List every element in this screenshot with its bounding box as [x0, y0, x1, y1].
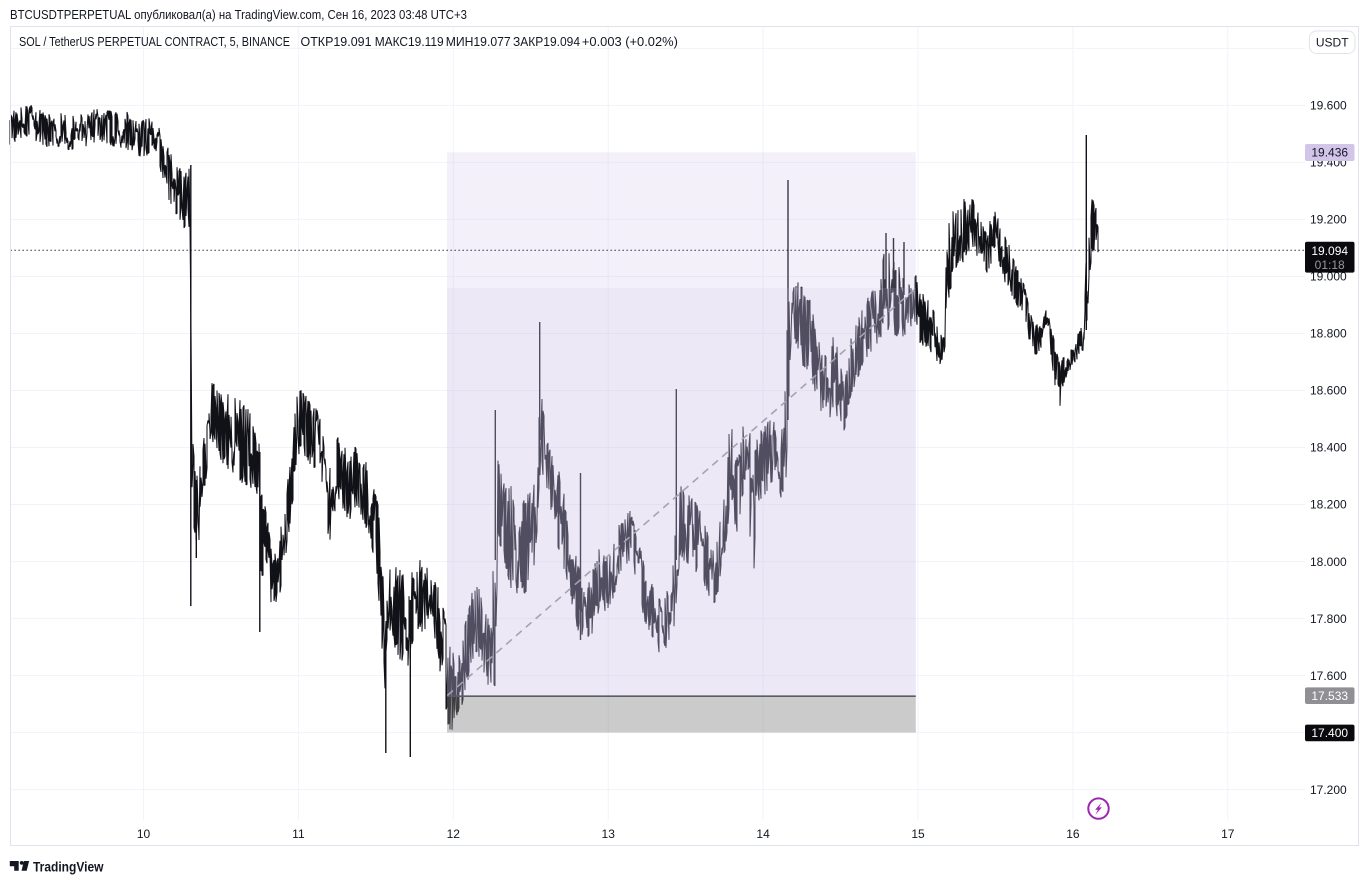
svg-text:17.533: 17.533 — [1311, 689, 1348, 703]
svg-text:11: 11 — [292, 827, 305, 841]
svg-text:18.200: 18.200 — [1310, 498, 1347, 512]
svg-text:SOL / TetherUS PERPETUAL CONTR: SOL / TetherUS PERPETUAL CONTRACT, 5, BI… — [19, 34, 290, 49]
svg-text:МАКС19.119: МАКС19.119 — [375, 34, 444, 49]
svg-text:18.800: 18.800 — [1310, 327, 1347, 341]
svg-text:17.200: 17.200 — [1310, 783, 1347, 797]
svg-text:19.436: 19.436 — [1311, 146, 1348, 160]
svg-text:17.800: 17.800 — [1310, 612, 1347, 626]
svg-text:USDT: USDT — [1316, 36, 1349, 50]
svg-text:17.400: 17.400 — [1311, 726, 1348, 740]
svg-text:19.094: 19.094 — [1311, 244, 1348, 258]
svg-text:19.600: 19.600 — [1310, 99, 1347, 113]
svg-text:18.400: 18.400 — [1310, 441, 1347, 455]
svg-text:18.600: 18.600 — [1310, 384, 1347, 398]
svg-text:TradingView: TradingView — [33, 858, 104, 874]
svg-text:15: 15 — [911, 827, 925, 841]
svg-text:01:18: 01:18 — [1315, 258, 1345, 272]
svg-text:12: 12 — [447, 827, 461, 841]
svg-text:10: 10 — [137, 827, 151, 841]
svg-text:14: 14 — [756, 827, 770, 841]
svg-text:+0.003 (+0.02%): +0.003 (+0.02%) — [582, 34, 678, 49]
svg-text:МИН19.077: МИН19.077 — [446, 34, 511, 49]
svg-text:17: 17 — [1221, 827, 1235, 841]
svg-text:13: 13 — [602, 827, 616, 841]
svg-text:19.200: 19.200 — [1310, 213, 1347, 227]
svg-text:BTCUSDTPERPETUAL опубликовал(а: BTCUSDTPERPETUAL опубликовал(а) на Tradi… — [10, 8, 467, 22]
svg-text:ЗАКР19.094: ЗАКР19.094 — [513, 34, 580, 49]
svg-text:ОТКР19.091: ОТКР19.091 — [301, 34, 372, 49]
svg-text:16: 16 — [1066, 827, 1080, 841]
svg-text:17.600: 17.600 — [1310, 669, 1347, 683]
svg-text:19.000: 19.000 — [1310, 270, 1347, 284]
svg-text:18.000: 18.000 — [1310, 555, 1347, 569]
